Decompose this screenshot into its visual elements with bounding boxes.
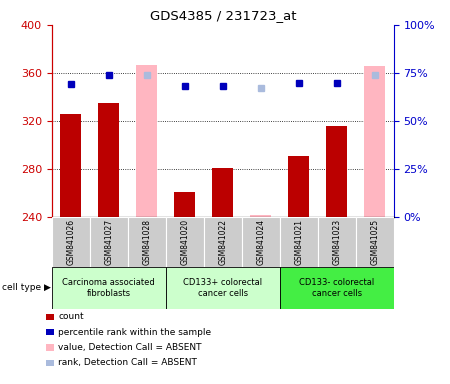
Bar bbox=[60, 114, 81, 217]
Text: GSM841024: GSM841024 bbox=[256, 219, 265, 265]
Text: GSM841026: GSM841026 bbox=[66, 219, 75, 265]
Bar bbox=[242, 217, 280, 267]
Bar bbox=[52, 267, 166, 309]
Text: cell type ▶: cell type ▶ bbox=[2, 283, 51, 293]
Text: CD133- colorectal
cancer cells: CD133- colorectal cancer cells bbox=[299, 278, 374, 298]
Text: GSM841027: GSM841027 bbox=[104, 219, 113, 265]
Text: CD133+ colorectal
cancer cells: CD133+ colorectal cancer cells bbox=[183, 278, 262, 298]
Bar bbox=[174, 192, 195, 217]
Text: GSM841028: GSM841028 bbox=[142, 219, 151, 265]
Bar bbox=[250, 215, 271, 217]
Bar bbox=[356, 217, 394, 267]
Bar bbox=[212, 168, 233, 217]
Text: GSM841023: GSM841023 bbox=[332, 219, 341, 265]
Text: value, Detection Call = ABSENT: value, Detection Call = ABSENT bbox=[58, 343, 202, 352]
Text: GSM841021: GSM841021 bbox=[294, 219, 303, 265]
Bar bbox=[166, 267, 280, 309]
Text: GSM841020: GSM841020 bbox=[180, 219, 189, 265]
Text: percentile rank within the sample: percentile rank within the sample bbox=[58, 328, 212, 337]
Bar bbox=[288, 156, 309, 217]
Bar bbox=[90, 217, 128, 267]
Text: rank, Detection Call = ABSENT: rank, Detection Call = ABSENT bbox=[58, 358, 198, 367]
Text: GSM841025: GSM841025 bbox=[370, 219, 379, 265]
Bar bbox=[280, 267, 394, 309]
Bar bbox=[364, 66, 385, 217]
Bar bbox=[204, 217, 242, 267]
Bar bbox=[166, 217, 204, 267]
Title: GDS4385 / 231723_at: GDS4385 / 231723_at bbox=[149, 9, 296, 22]
Bar bbox=[280, 217, 318, 267]
Bar bbox=[326, 126, 347, 217]
Bar bbox=[98, 103, 119, 217]
Bar bbox=[136, 65, 157, 217]
Bar bbox=[128, 217, 166, 267]
Text: GSM841022: GSM841022 bbox=[218, 219, 227, 265]
Bar bbox=[52, 217, 90, 267]
Text: count: count bbox=[58, 312, 84, 321]
Text: Carcinoma associated
fibroblasts: Carcinoma associated fibroblasts bbox=[63, 278, 155, 298]
Bar bbox=[318, 217, 356, 267]
